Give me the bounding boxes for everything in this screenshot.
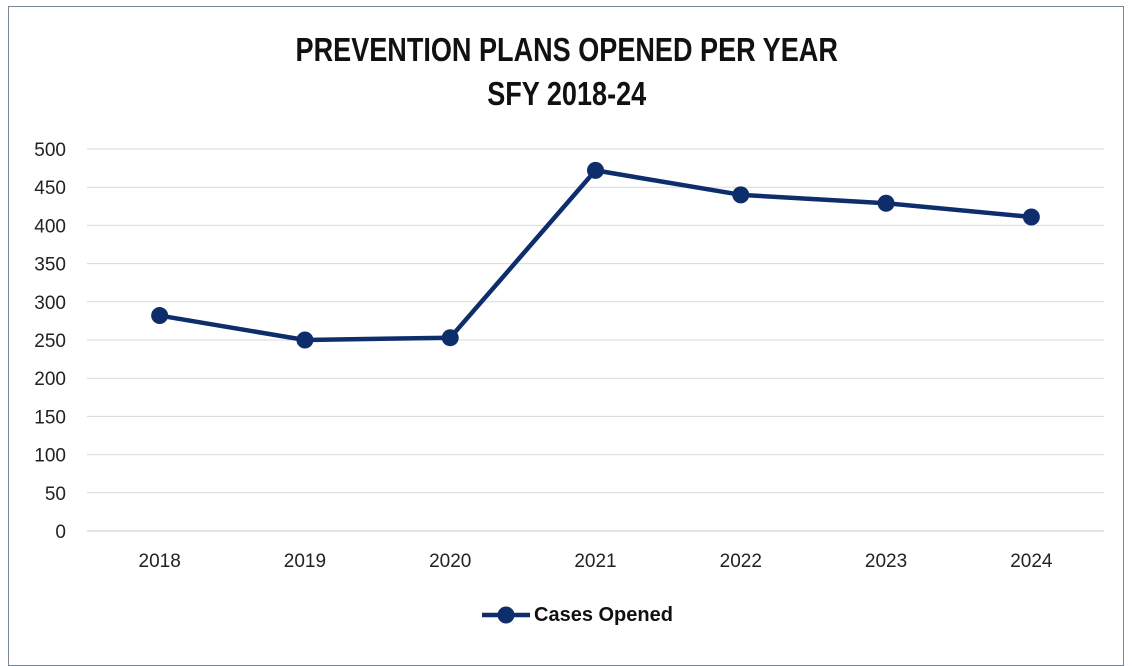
x-tick-label: 2023 [865,551,907,572]
series-group [151,161,1040,349]
chart-title: PREVENTION PLANS OPENED PER YEAR [295,31,838,68]
y-tick-label: 150 [34,407,66,428]
y-tick-label: 50 [45,484,66,505]
y-tick-label: 250 [34,331,66,352]
y-tick-label: 400 [34,216,66,237]
legend-label: Cases Opened [534,604,673,626]
legend-swatch-marker [497,606,515,624]
data-point [296,331,314,349]
y-tick-label: 300 [34,293,66,314]
legend: Cases Opened [482,604,673,626]
x-tick-label: 2020 [429,551,471,572]
y-tick-label: 450 [34,178,66,199]
chart-frame [8,6,1124,666]
x-tick-label: 2018 [139,551,181,572]
y-tick-label: 0 [55,522,66,543]
y-tick-label: 500 [34,140,66,161]
data-point [877,194,895,212]
x-tick-label: 2021 [574,551,616,572]
chart-title-block: PREVENTION PLANS OPENED PER YEAR SFY 201… [103,28,1031,116]
y-tick-label: 350 [34,255,66,276]
y-tick-label: 200 [34,369,66,390]
data-point [151,307,169,325]
y-tick-label: 100 [34,446,66,467]
y-tick-labels: 0 50 100 150 200 250 300 350 400 450 500 [34,140,66,543]
data-point [441,329,459,347]
data-point [587,161,604,179]
data-point [1022,208,1040,226]
x-tick-label: 2019 [284,551,326,572]
gridlines [87,148,1104,532]
x-tick-label: 2022 [720,551,762,572]
x-tick-labels: 2018 2019 2020 2021 2022 2023 2024 [139,551,1053,572]
series-line [157,168,1034,343]
chart-subtitle: SFY 2018-24 [487,75,647,112]
x-tick-label: 2024 [1010,551,1053,572]
data-point [732,186,750,204]
